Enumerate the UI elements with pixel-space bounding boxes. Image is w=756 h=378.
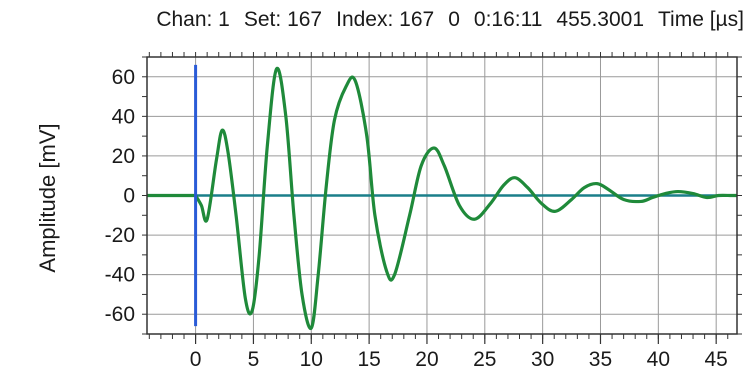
- x-tick-label: 35: [589, 348, 612, 371]
- y-tick-label: -20: [105, 224, 135, 247]
- x-tick-label: 40: [647, 348, 670, 371]
- y-tick-labels: -60 -40 -20 0 20 40 60: [105, 66, 135, 326]
- x-tick-label: 45: [704, 348, 727, 371]
- x-axis-title: Time [µs]: [658, 8, 744, 31]
- y-tick-label: -40: [105, 264, 135, 287]
- y-tick-label: 0: [123, 185, 135, 208]
- x-tick-labels: 0 5 10 15 20 25 30 35 40 45: [190, 348, 728, 371]
- value-readout: 455.3001: [556, 8, 644, 31]
- x-tick-label: 30: [531, 348, 554, 371]
- minor-ticks: [142, 52, 742, 344]
- status-header: Chan: 1 Set: 167 Index: 167 0 0:16:11 45…: [0, 0, 756, 40]
- x-tick-label: 5: [248, 348, 260, 371]
- y-tick-label: 60: [112, 66, 135, 89]
- set-readout: Set: 167: [243, 8, 323, 31]
- waveform-line: [147, 66, 737, 330]
- x-tick-label: 10: [300, 348, 323, 371]
- channel-readout: Chan: 1: [156, 8, 230, 31]
- index-readout: Index: 167: [336, 8, 435, 31]
- zero-readout: 0: [448, 8, 460, 31]
- x-tick-label: 25: [473, 348, 496, 371]
- x-tick-label: 15: [357, 348, 380, 371]
- x-tick-label: 20: [415, 348, 438, 371]
- y-tick-label: 20: [112, 145, 135, 168]
- y-tick-label: -60: [105, 303, 135, 326]
- x-tick-label: 0: [190, 348, 202, 371]
- y-tick-label: 40: [112, 105, 135, 128]
- plot-frame: [146, 56, 738, 335]
- clock-readout: 0:16:11: [473, 8, 543, 31]
